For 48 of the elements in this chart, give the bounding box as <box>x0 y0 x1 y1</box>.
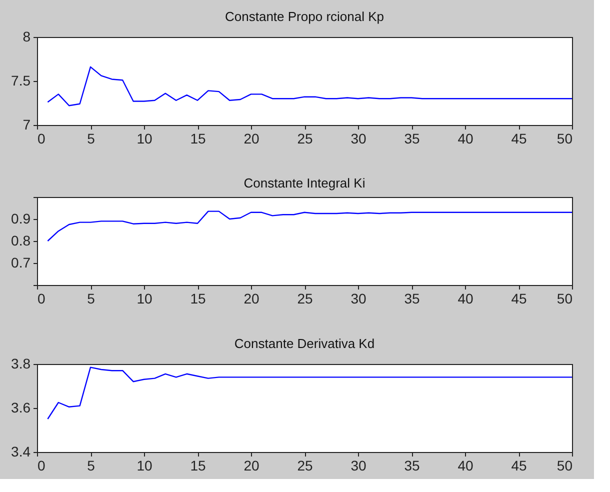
y-tick-label: 3.8 <box>11 356 31 372</box>
x-tick-label: 30 <box>350 130 366 146</box>
x-tick-label: 20 <box>244 130 260 146</box>
chart-title: Constante Integral Ki <box>244 176 366 190</box>
x-tick-label: 5 <box>87 290 96 306</box>
chart-title: Constante Derivativa Kd <box>234 336 375 351</box>
x-tick-label: 35 <box>404 130 420 146</box>
x-tick-label: 20 <box>244 290 260 306</box>
x-tick-label: 25 <box>297 458 313 474</box>
y-tick-label: 3.4 <box>11 444 31 460</box>
x-tick-label: 0 <box>38 290 46 306</box>
x-tick-label: 10 <box>136 290 152 306</box>
x-tick-label: 0 <box>38 458 46 474</box>
y-tick-label: 8 <box>22 28 31 44</box>
x-tick-label: 10 <box>136 458 152 474</box>
x-tick-label: 50 <box>556 458 573 474</box>
x-tick-label: 30 <box>350 290 366 306</box>
y-tick-label: 0.7 <box>11 254 31 270</box>
x-tick-label: 40 <box>458 290 474 306</box>
x-tick-label: 10 <box>136 130 152 146</box>
y-tick-label: 3.6 <box>11 400 31 416</box>
line-series <box>47 210 573 242</box>
y-tick-label: 0.9 <box>11 210 31 226</box>
x-tick-label: 30 <box>350 458 366 474</box>
x-tick-label: 5 <box>87 130 96 146</box>
x-tick-label: 45 <box>511 458 527 474</box>
x-tick-label: 45 <box>511 130 527 146</box>
x-tick-label: 40 <box>458 130 474 146</box>
x-tick-label: 40 <box>458 458 474 474</box>
x-tick-label: 25 <box>297 130 313 146</box>
x-tick-label: 35 <box>404 290 420 306</box>
x-tick-label: 45 <box>511 290 527 306</box>
x-tick-label: 0 <box>38 130 46 146</box>
x-tick-label: 15 <box>190 290 206 306</box>
x-tick-label: 15 <box>190 458 206 474</box>
x-tick-label: 20 <box>244 458 260 474</box>
x-tick-label: 50 <box>556 290 573 306</box>
line-series <box>47 366 573 420</box>
x-tick-label: 35 <box>404 458 420 474</box>
x-tick-label: 15 <box>190 130 206 146</box>
x-tick-label: 50 <box>556 130 573 146</box>
line-series <box>47 66 573 106</box>
y-tick-label: 7 <box>22 116 31 132</box>
x-tick-label: 5 <box>87 458 96 474</box>
x-tick-label: 25 <box>297 290 313 306</box>
chart-title: Constante Propo rcional Kp <box>225 9 384 24</box>
y-tick-label: 7.5 <box>11 72 31 88</box>
y-tick-label: 0.8 <box>11 232 31 248</box>
